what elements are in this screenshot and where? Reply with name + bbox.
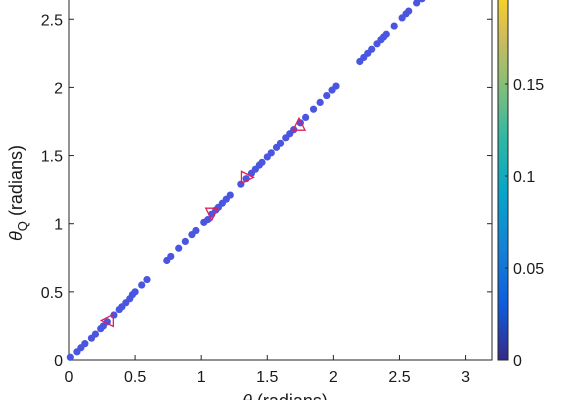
data-point [66,353,74,361]
data-point [204,216,212,224]
triangle-marker [291,116,307,131]
colorbar-tick-label: 0.1 [513,169,535,186]
data-point [368,45,376,53]
data-point [226,191,234,199]
y-axis-label-symbol: θ [6,231,26,241]
y-tick-label: 2.5 [41,12,63,29]
data-point [81,340,89,348]
colorbar-gradient [497,0,509,361]
data-point [418,0,426,3]
data-point [192,226,200,235]
data-point [382,30,390,38]
data-point [258,158,266,166]
data-point [276,139,285,147]
y-tick-label: 2 [54,80,63,97]
x-axis-label-unit: (radians) [252,391,328,400]
data-point [309,105,318,113]
data-point [302,113,310,121]
triangle-markers [99,116,307,328]
colorbar-tick-label: 0.15 [513,77,544,94]
x-tick-label: 2 [329,369,338,386]
data-point [332,82,340,90]
data-point [138,281,146,289]
x-tick-labels: 0 0.5 1 1.5 2 2.5 3 [65,369,471,386]
triangle-marker [99,313,114,328]
y-axis-label-subscript: Q [15,221,30,231]
x-tick-label: 3 [461,369,470,386]
x-tick-label: 0 [65,369,74,386]
data-points [66,0,426,361]
data-point [323,91,331,100]
x-tick-label: 1.5 [256,369,278,386]
y-tick-label: 0 [54,353,63,370]
triangle-marker [204,207,219,222]
y-axis-label-unit: (radians) [6,145,26,221]
data-point [413,0,421,7]
colorbar-tick-label: 0 [513,353,522,370]
x-axis-label: θ (radians) [242,391,328,400]
data-point [167,252,175,261]
data-point [390,22,398,30]
axis-ticks [68,18,492,361]
x-tick-label: 1 [197,369,206,386]
y-tick-label: 1.5 [41,149,63,166]
data-point [405,7,413,15]
data-point [143,275,151,284]
y-axis-label: θQ (radians) [6,145,30,241]
colorbar-tick-labels: 0 0.05 0.1 0.15 [513,77,544,370]
x-axis-label-symbol: θ [242,391,252,400]
y-tick-label: 0.5 [41,285,63,302]
y-tick-label: 1 [54,217,63,234]
colorbar-tick-label: 0.05 [513,261,544,278]
data-point [181,237,189,246]
plot-area [68,0,493,361]
y-tick-labels: 0 0.5 1 1.5 2 2.5 [41,12,63,370]
data-point [175,244,183,252]
data-point [316,98,324,106]
triangle-marker [240,170,255,185]
data-point [131,288,139,296]
x-tick-label: 2.5 [388,369,410,386]
colorbar [497,0,509,361]
data-point [91,330,100,338]
data-point [267,149,275,157]
x-tick-label: 0.5 [124,369,146,386]
plot-frame [68,0,493,361]
data-point [103,318,111,326]
